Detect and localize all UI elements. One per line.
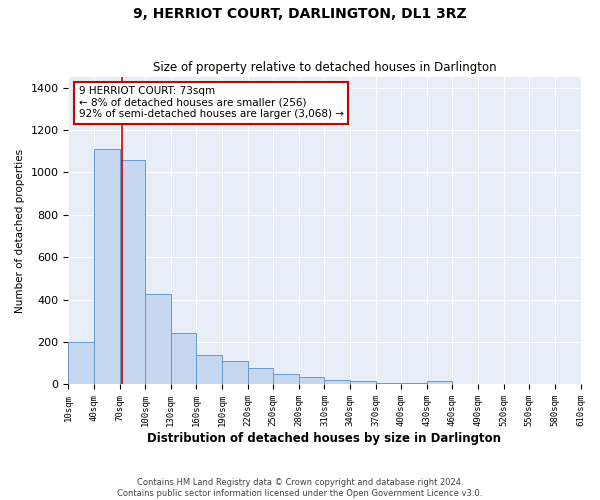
Y-axis label: Number of detached properties: Number of detached properties [15,148,25,313]
X-axis label: Distribution of detached houses by size in Darlington: Distribution of detached houses by size … [148,432,502,445]
Text: Contains HM Land Registry data © Crown copyright and database right 2024.
Contai: Contains HM Land Registry data © Crown c… [118,478,482,498]
Bar [119,160,145,384]
Text: 9, HERRIOT COURT, DARLINGTON, DL1 3RZ: 9, HERRIOT COURT, DARLINGTON, DL1 3RZ [133,8,467,22]
Bar [273,374,299,384]
Bar [222,361,248,384]
Bar [145,294,171,384]
Bar [427,382,452,384]
Bar [299,377,325,384]
Text: 9 HERRIOT COURT: 73sqm
← 8% of detached houses are smaller (256)
92% of semi-det: 9 HERRIOT COURT: 73sqm ← 8% of detached … [79,86,344,120]
Bar [171,332,196,384]
Bar [68,342,94,384]
Title: Size of property relative to detached houses in Darlington: Size of property relative to detached ho… [152,62,496,74]
Bar [94,149,119,384]
Bar [196,355,222,384]
Bar [325,380,350,384]
Bar [248,368,273,384]
Bar [350,380,376,384]
